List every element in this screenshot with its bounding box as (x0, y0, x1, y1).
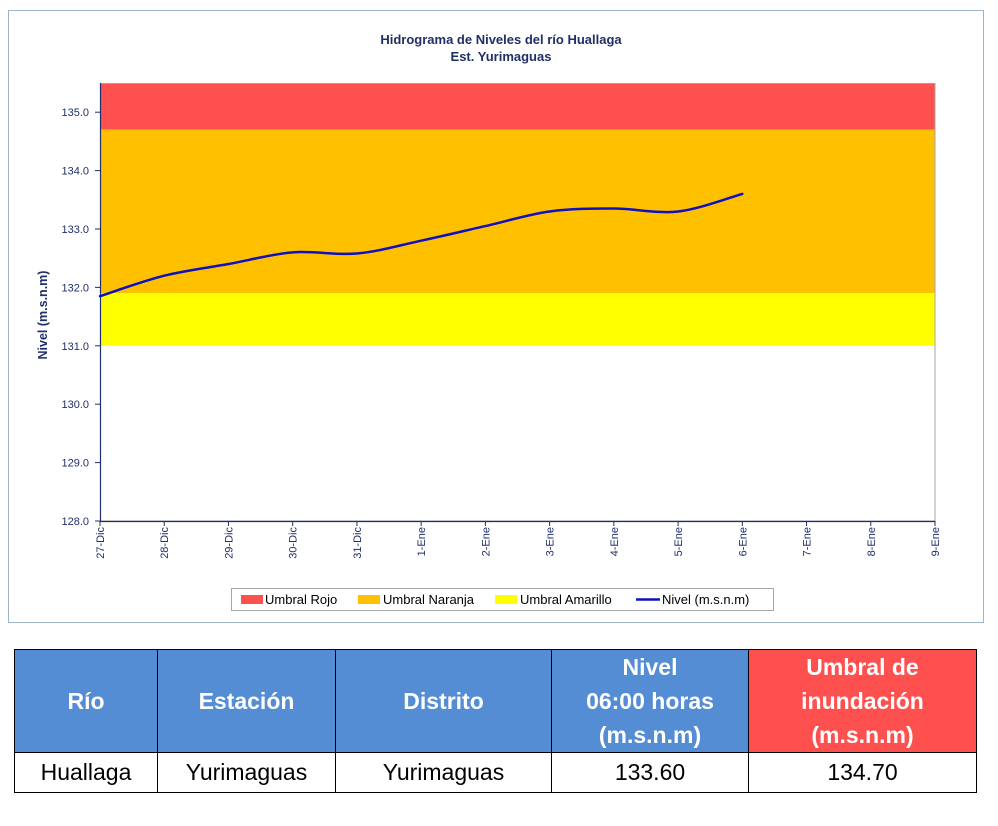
x-tick-label: 8-Ene (866, 527, 878, 556)
station-summary-table: Río Estación Distrito Nivel 06:00 horas … (14, 649, 977, 793)
band-umbral-naranja (100, 129, 935, 294)
x-tick-label: 30-Dic (288, 527, 300, 559)
header-umbral-inundacion: Umbral de inundación (m.s.n.m) (748, 649, 977, 753)
header-estacion: Estación (157, 649, 336, 753)
x-tick-label: 9-Ene (930, 527, 942, 556)
cell-umbral: 134.70 (748, 752, 977, 793)
x-tick-label: 29-Dic (223, 527, 235, 559)
y-tick-label: 128.0 (61, 516, 89, 528)
header-nivel-0600: Nivel 06:00 horas (m.s.n.m) (551, 649, 749, 753)
legend-swatch (358, 595, 380, 604)
chart-subtitle: Est. Yurimaguas (451, 49, 552, 64)
x-tick-label: 6-Ene (737, 527, 749, 556)
cell-estacion: Yurimaguas (157, 752, 336, 793)
x-tick-label: 28-Dic (159, 527, 171, 559)
x-tick-label: 3-Ene (545, 527, 557, 556)
legend-label: Umbral Amarillo (520, 592, 612, 607)
y-axis-label: Nivel (m.s.n.m) (36, 271, 50, 360)
legend-item-umbral-naranja: Umbral Naranja (358, 592, 475, 607)
threshold-bands (100, 83, 935, 346)
y-tick-label: 129.0 (61, 458, 89, 470)
x-axis-ticks: 27-Dic 28-Dic 29-Dic 30-Dic 31-Dic 1-Ene 2-Ene… (95, 521, 942, 559)
hydrograph-chart: Hidrograma de Niveles del río Huallaga E… (8, 10, 984, 623)
x-tick-label: 7-Ene (802, 527, 814, 556)
band-umbral-rojo (100, 83, 935, 130)
legend-label: Umbral Naranja (383, 592, 475, 607)
table-row: Huallaga Yurimaguas Yurimaguas 133.60 13… (14, 752, 977, 793)
y-tick-label: 134.0 (61, 166, 89, 178)
y-tick-label: 133.0 (61, 224, 89, 236)
y-axis-ticks: 128.0 129.0 130.0 131.0 132.0 133.0 134.0 135.0 (61, 107, 100, 528)
x-tick-label: 4-Ene (609, 527, 621, 556)
cell-nivel: 133.60 (551, 752, 749, 793)
legend-swatch (241, 595, 263, 604)
chart-title: Hidrograma de Niveles del río Huallaga (380, 32, 622, 47)
legend-swatch (495, 595, 517, 604)
cell-distrito: Yurimaguas (335, 752, 552, 793)
legend-label: Nivel (m.s.n.m) (662, 592, 749, 607)
x-tick-label: 31-Dic (352, 527, 364, 559)
y-tick-label: 135.0 (61, 107, 89, 119)
x-tick-label: 5-Ene (673, 527, 685, 556)
y-tick-label: 130.0 (61, 399, 89, 411)
series-nivel (98, 192, 744, 298)
legend-item-umbral-rojo: Umbral Rojo (241, 592, 337, 607)
series-line-nivel-m-s-n-m (98, 192, 744, 298)
y-tick-label: 131.0 (61, 341, 89, 353)
x-tick-label: 1-Ene (416, 527, 428, 556)
legend: Umbral Rojo Umbral Naranja Umbral Amarillo… (231, 588, 774, 611)
header-rio: Río (14, 649, 158, 753)
legend-label: Umbral Rojo (265, 592, 337, 607)
cell-rio: Huallaga (14, 752, 158, 793)
header-distrito: Distrito (335, 649, 552, 753)
legend-item-umbral-amarillo: Umbral Amarillo (495, 592, 612, 607)
table-header-row: Río Estación Distrito Nivel 06:00 horas … (14, 649, 977, 753)
band-umbral-amarillo (100, 293, 935, 346)
y-tick-label: 132.0 (61, 282, 89, 294)
x-tick-label: 2-Ene (480, 527, 492, 556)
legend-item-nivel-m-s-n-m: Nivel (m.s.n.m) (636, 592, 749, 607)
x-tick-label: 27-Dic (95, 527, 107, 559)
